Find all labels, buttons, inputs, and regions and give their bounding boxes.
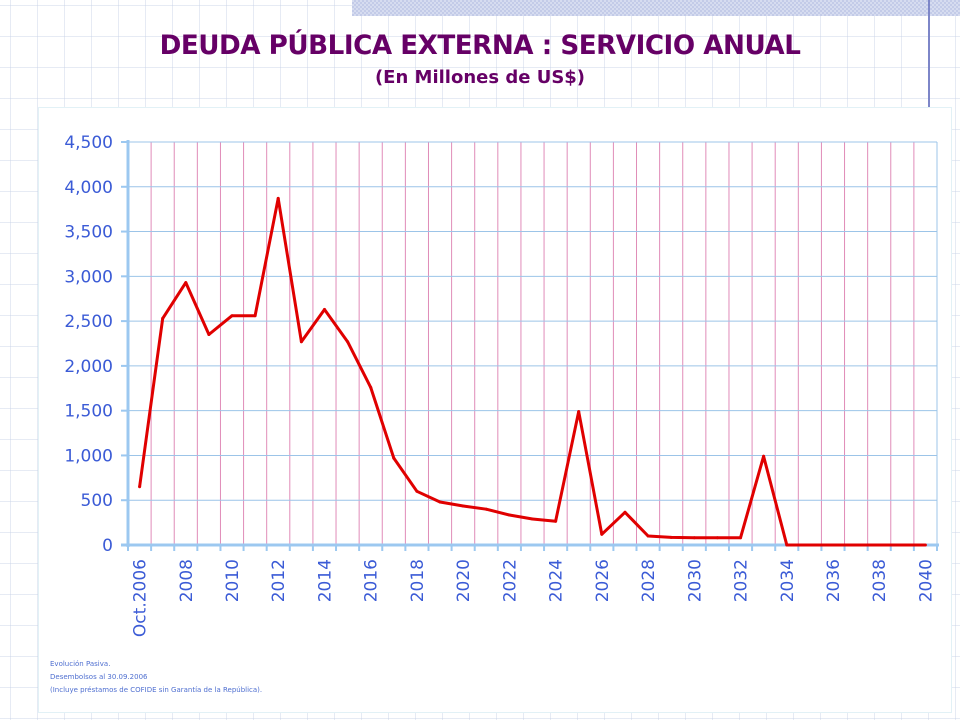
y-tick-label: 2,500 bbox=[64, 312, 113, 332]
footnote-1: Evolución Pasiva. bbox=[50, 660, 111, 668]
x-tick-label: 2016 bbox=[362, 559, 382, 602]
decorative-top-band bbox=[352, 0, 960, 16]
data-point bbox=[438, 500, 442, 504]
y-tick-label: 1,500 bbox=[64, 402, 113, 422]
data-series bbox=[138, 196, 927, 547]
data-point bbox=[554, 519, 558, 523]
slide-subtitle: (En Millones de US$) bbox=[374, 67, 586, 88]
data-point bbox=[600, 532, 604, 536]
x-tick-label: 2012 bbox=[269, 559, 289, 602]
data-point bbox=[484, 507, 488, 511]
data-point bbox=[369, 385, 373, 389]
series-line bbox=[138, 196, 926, 547]
data-point bbox=[831, 543, 835, 547]
decorative-vertical-line bbox=[928, 0, 930, 107]
data-point bbox=[184, 281, 188, 285]
data-point bbox=[715, 536, 719, 540]
data-point bbox=[669, 535, 673, 539]
data-point bbox=[762, 454, 766, 458]
x-tick-label: 2034 bbox=[778, 559, 798, 602]
y-axis-tick-labels: 0 500 1,000 1,500 2,000 2,500 3,000 3,500 4,000 4… bbox=[64, 133, 113, 556]
y-tick-label: 1,000 bbox=[64, 446, 113, 466]
y-tick-label: 0 bbox=[102, 536, 113, 556]
y-tick-label: 3,000 bbox=[64, 267, 113, 287]
y-tick-label: 4,500 bbox=[64, 133, 113, 153]
footnote-2: Desembolsos al 30.09.2006 bbox=[50, 673, 148, 681]
x-tick-label: 2040 bbox=[916, 559, 936, 602]
y-tick-label: 2,000 bbox=[64, 357, 113, 377]
data-point bbox=[415, 489, 419, 493]
x-tick-label: 2028 bbox=[639, 559, 659, 602]
data-point bbox=[877, 543, 881, 547]
x-tick-label: 2010 bbox=[223, 559, 243, 602]
data-point bbox=[900, 543, 904, 547]
x-tick-label: Oct.2006 bbox=[131, 559, 151, 637]
data-point bbox=[646, 534, 650, 538]
y-tick-label: 4,000 bbox=[64, 178, 113, 198]
x-tick-label: 2022 bbox=[500, 559, 520, 602]
data-point bbox=[531, 517, 534, 521]
data-point bbox=[623, 510, 627, 514]
data-point bbox=[854, 543, 858, 547]
data-point bbox=[276, 196, 280, 200]
data-point bbox=[230, 314, 234, 318]
x-tick-label: 2032 bbox=[732, 559, 752, 602]
x-axis-tick-labels: Oct.2006 2008 2010 2012 2014 2016 2018 2020 2022… bbox=[131, 559, 937, 637]
x-tick-label: 2026 bbox=[593, 559, 613, 602]
x-tick-label: 2008 bbox=[177, 559, 197, 602]
y-tick-label: 500 bbox=[81, 491, 113, 511]
data-point bbox=[739, 536, 742, 540]
x-tick-label: 2036 bbox=[824, 559, 844, 602]
data-point bbox=[138, 485, 142, 489]
data-point bbox=[346, 340, 350, 344]
data-point bbox=[923, 543, 927, 547]
x-tick-label: 2038 bbox=[870, 559, 890, 602]
data-point bbox=[161, 316, 165, 320]
data-point bbox=[253, 314, 257, 318]
chart-panel bbox=[38, 107, 952, 713]
data-point bbox=[207, 333, 211, 336]
data-point bbox=[692, 536, 696, 540]
footnote-3: (Incluye préstamos de COFIDE sin Garantí… bbox=[50, 686, 263, 694]
x-tick-label: 2020 bbox=[454, 559, 474, 602]
data-point bbox=[808, 543, 812, 547]
data-point bbox=[323, 308, 326, 311]
data-point bbox=[577, 410, 581, 414]
data-point bbox=[507, 513, 511, 517]
x-tick-label: 2030 bbox=[685, 559, 705, 602]
data-point bbox=[392, 456, 396, 460]
slide-title: DEUDA PÚBLICA EXTERNA : SERVICIO ANUAL bbox=[159, 30, 801, 61]
x-tick-label: 2014 bbox=[315, 559, 335, 602]
x-tick-label: 2024 bbox=[547, 559, 567, 602]
vertical-gridlines bbox=[150, 142, 938, 545]
horizontal-gridlines bbox=[128, 141, 937, 501]
x-tick-label: 2018 bbox=[408, 559, 428, 602]
y-tick-label: 3,500 bbox=[64, 223, 113, 243]
data-point bbox=[785, 543, 789, 547]
data-point bbox=[299, 340, 303, 344]
data-point bbox=[461, 504, 465, 508]
